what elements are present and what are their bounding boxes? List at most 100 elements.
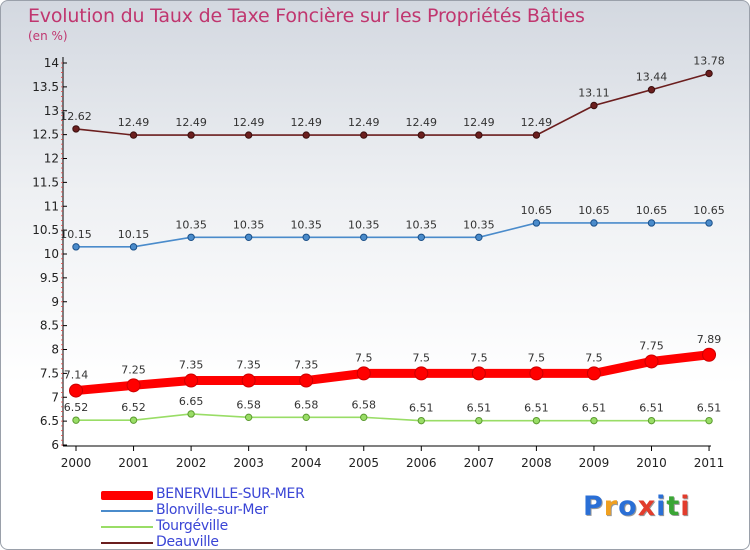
data-point-benerville-sur-mer	[69, 383, 83, 398]
y-tick-label: 6.5	[40, 414, 59, 428]
data-label-blonville-sur-mer: 10.35	[348, 218, 380, 231]
chart-legend: BENERVILLE-SUR-MER Blonville-sur-Mer Tourg…	[101, 486, 361, 550]
data-point-blonville-sur-mer	[475, 233, 483, 241]
data-label-deauville: 13.44	[636, 71, 668, 84]
legend-item: Tourgéville	[101, 518, 361, 535]
logo-letter: r	[603, 491, 619, 522]
x-tick-label: 2009	[579, 456, 610, 470]
data-point-deauville	[302, 131, 310, 139]
data-label-benerville-sur-mer: 7.35	[179, 359, 204, 372]
y-tick-label: 7	[51, 390, 59, 404]
data-label-tourg-ville: 6.52	[64, 401, 89, 414]
data-point-deauville	[590, 101, 598, 110]
data-point-benerville-sur-mer	[184, 373, 199, 388]
data-point-deauville	[475, 131, 483, 139]
data-point-deauville	[417, 131, 425, 139]
x-tick-label: 2001	[118, 456, 149, 470]
data-point-benerville-sur-mer	[356, 366, 371, 381]
legend-label: BENERVILLE-SUR-MER	[156, 486, 305, 502]
data-label-deauville: 12.49	[118, 116, 150, 129]
data-point-tourg-ville	[360, 413, 368, 422]
y-tick-label: 11	[44, 199, 59, 213]
data-label-deauville: 12.49	[233, 116, 265, 129]
x-tick-label: 2008	[521, 456, 552, 470]
data-label-blonville-sur-mer: 10.65	[636, 204, 668, 217]
legend-item: Blonville-sur-Mer	[101, 502, 361, 519]
data-point-deauville	[187, 131, 195, 139]
legend-label: Blonville-sur-Mer	[156, 502, 268, 518]
data-point-benerville-sur-mer	[529, 366, 544, 381]
data-point-benerville-sur-mer	[644, 354, 659, 369]
data-label-deauville: 12.49	[348, 116, 380, 129]
data-label-benerville-sur-mer: 7.5	[470, 351, 488, 364]
data-point-deauville	[647, 86, 656, 94]
data-label-blonville-sur-mer: 10.35	[175, 218, 207, 231]
data-point-benerville-sur-mer	[299, 373, 314, 388]
y-tick-label: 10.5	[32, 223, 59, 237]
data-label-blonville-sur-mer: 10.65	[578, 204, 610, 217]
y-tick-label: 9.5	[40, 271, 59, 285]
series-line-blonville-sur-mer	[75, 222, 710, 248]
data-point-deauville	[360, 131, 368, 139]
logo-letter: t	[666, 491, 681, 522]
data-label-tourg-ville: 6.52	[121, 401, 146, 414]
data-label-tourg-ville: 6.58	[352, 398, 377, 411]
x-tick-label: 2004	[291, 456, 322, 470]
data-label-benerville-sur-mer: 7.75	[639, 339, 664, 352]
data-point-deauville	[705, 69, 713, 78]
legend-swatch	[101, 510, 153, 512]
y-tick-label: 11.5	[32, 175, 59, 189]
data-label-deauville: 12.62	[60, 110, 92, 123]
series-line-tourg-ville	[75, 413, 710, 422]
y-tick-label: 10	[44, 247, 59, 261]
data-label-benerville-sur-mer: 7.5	[585, 351, 603, 364]
data-point-tourg-ville	[129, 416, 138, 424]
data-point-benerville-sur-mer	[126, 378, 141, 393]
y-tick-label: 9	[51, 295, 59, 309]
data-label-benerville-sur-mer: 7.89	[697, 333, 722, 346]
data-label-blonville-sur-mer: 10.35	[290, 218, 322, 231]
y-tick-label: 13	[44, 104, 59, 118]
chart-subtitle: (en %)	[28, 29, 68, 43]
y-tick-label: 13.5	[32, 80, 59, 94]
data-point-blonville-sur-mer	[705, 219, 713, 227]
series-line-deauville	[75, 72, 710, 136]
data-point-deauville	[532, 131, 541, 139]
x-tick-label: 2007	[464, 456, 495, 470]
data-label-blonville-sur-mer: 10.15	[60, 228, 92, 241]
data-label-blonville-sur-mer: 10.35	[233, 218, 265, 231]
x-tick-label: 2000	[61, 456, 92, 470]
legend-label: Deauville	[156, 534, 219, 550]
legend-swatch	[101, 491, 153, 500]
data-point-blonville-sur-mer	[244, 233, 253, 241]
data-label-tourg-ville: 6.51	[467, 402, 492, 415]
y-tick-label: 6	[51, 438, 59, 452]
y-tick-label: 14	[44, 56, 59, 70]
chart-title: Evolution du Taux de Taxe Foncière sur l…	[28, 5, 585, 27]
data-label-benerville-sur-mer: 7.14	[64, 369, 89, 382]
data-point-blonville-sur-mer	[187, 233, 195, 241]
data-label-tourg-ville: 6.51	[639, 402, 664, 415]
legend-swatch	[101, 542, 153, 544]
data-label-blonville-sur-mer: 10.15	[118, 228, 150, 241]
data-point-blonville-sur-mer	[72, 243, 80, 251]
data-point-blonville-sur-mer	[360, 233, 368, 241]
x-tick-label: 2005	[348, 456, 379, 470]
data-label-benerville-sur-mer: 7.35	[236, 359, 261, 372]
y-tick-label: 8	[51, 343, 59, 357]
y-tick-label: 8.5	[40, 319, 59, 333]
data-point-benerville-sur-mer	[471, 366, 486, 381]
data-label-benerville-sur-mer: 7.25	[121, 363, 146, 376]
legend-label: Tourgéville	[156, 518, 228, 534]
data-point-tourg-ville	[647, 416, 656, 425]
data-point-blonville-sur-mer	[590, 219, 598, 227]
proxiti-logo: Proxiti	[583, 491, 691, 522]
data-point-benerville-sur-mer	[414, 366, 429, 381]
data-label-tourg-ville: 6.58	[294, 398, 319, 411]
data-label-tourg-ville: 6.65	[179, 395, 204, 408]
data-point-blonville-sur-mer	[647, 219, 656, 227]
data-label-benerville-sur-mer: 7.5	[355, 351, 373, 364]
logo-letter: i	[680, 491, 691, 522]
data-point-tourg-ville	[244, 413, 253, 422]
